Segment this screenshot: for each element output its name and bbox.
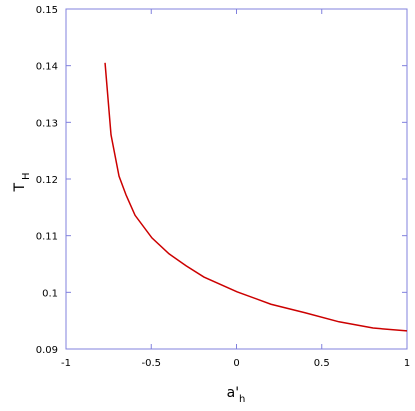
x-tick-label: -0.5 bbox=[141, 358, 161, 369]
plot-frame bbox=[65, 8, 408, 350]
y-tick-label: 0.12 bbox=[36, 175, 58, 186]
x-tick-label: -1 bbox=[61, 358, 71, 369]
y-tick-label: 0.1 bbox=[42, 288, 58, 299]
y-tick-label: 0.13 bbox=[36, 118, 58, 129]
x-tick-label: 1 bbox=[404, 358, 410, 369]
y-tick-label: 0.15 bbox=[36, 5, 58, 16]
y-axis-label: TH bbox=[12, 172, 32, 192]
curve bbox=[104, 62, 408, 332]
x-axis-label: a'h bbox=[227, 385, 246, 405]
y-label-main: T bbox=[12, 183, 28, 193]
x-tick-label: 0.5 bbox=[314, 358, 330, 369]
y-tick-label: 0.14 bbox=[36, 62, 58, 73]
y-tick-label: 0.09 bbox=[36, 345, 58, 356]
y-label-sub: H bbox=[21, 172, 32, 180]
x-label-main: a' bbox=[227, 385, 239, 401]
x-label-sub: h bbox=[239, 394, 245, 405]
x-tick-label: 0 bbox=[233, 358, 239, 369]
y-tick-label: 0.11 bbox=[36, 232, 58, 243]
